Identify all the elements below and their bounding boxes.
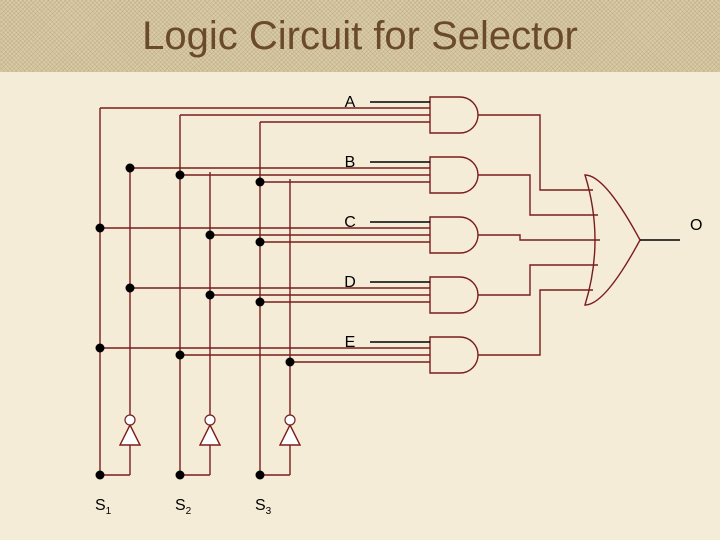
label-S1: S1 xyxy=(95,497,112,517)
circuit-diagram: A B C D E S1 xyxy=(0,0,720,540)
inverter-s2 xyxy=(176,410,221,480)
label-O: O xyxy=(690,217,702,234)
w-andE-or xyxy=(478,290,593,355)
inverter-s3 xyxy=(256,410,301,480)
label-S3: S3 xyxy=(255,497,272,517)
w-andC-or xyxy=(478,235,600,240)
svg-text:S2: S2 xyxy=(175,497,192,517)
label-S2: S2 xyxy=(175,497,192,517)
and-gate-B xyxy=(430,157,478,193)
inverter-s1 xyxy=(96,410,141,480)
w-andA-or xyxy=(478,115,593,190)
and-gate-A xyxy=(430,97,478,133)
svg-text:S3: S3 xyxy=(255,497,272,517)
w-andB-or xyxy=(478,175,598,215)
svg-text:S1: S1 xyxy=(95,497,112,517)
and-gate-E xyxy=(430,337,478,373)
and-gate-D xyxy=(430,277,478,313)
and-gate-C xyxy=(430,217,478,253)
